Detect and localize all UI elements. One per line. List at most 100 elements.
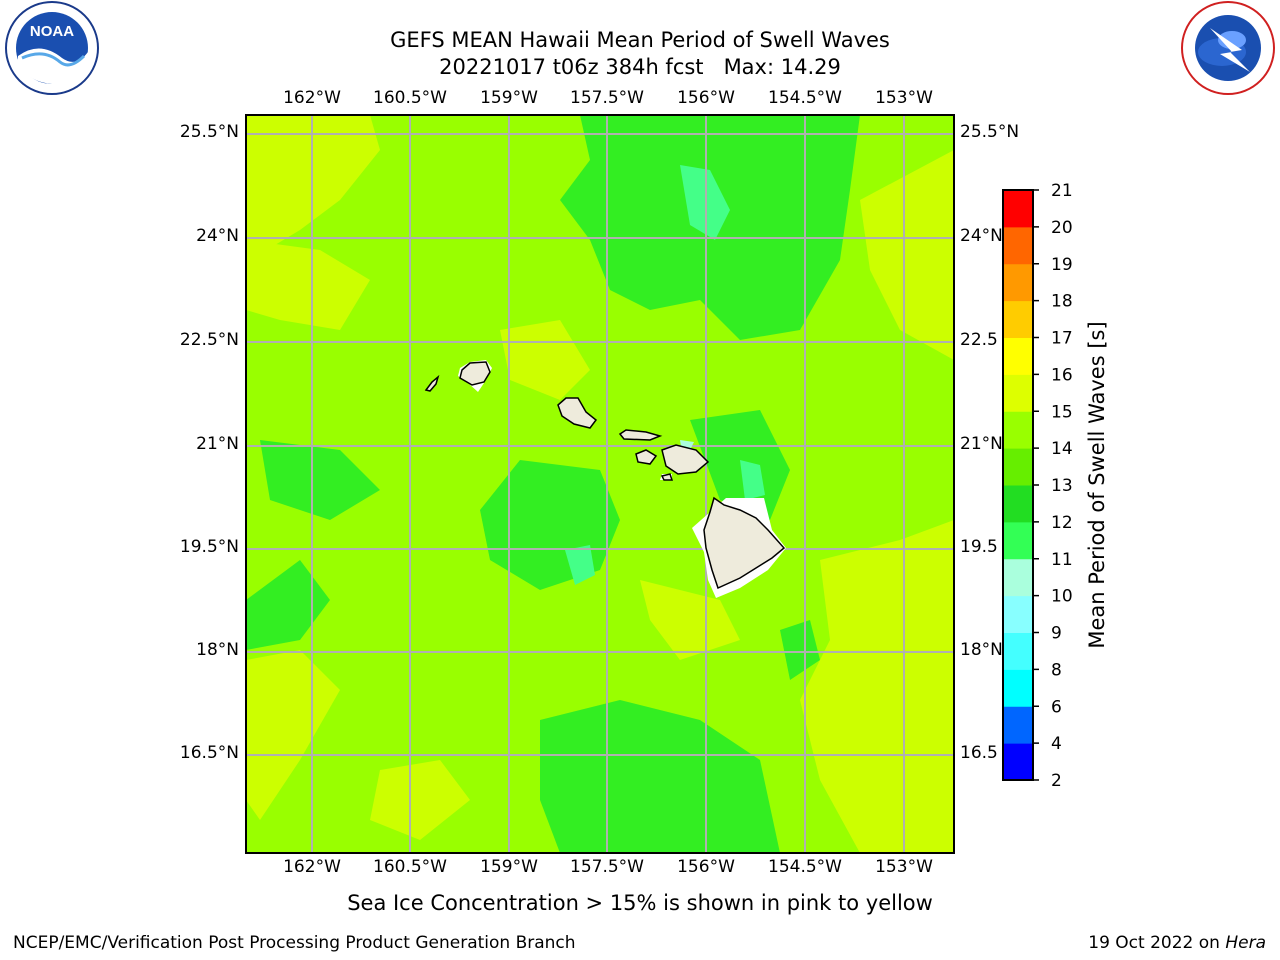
lon-label: 157.5°W — [570, 857, 644, 877]
colorbar-swatch — [1003, 743, 1033, 781]
colorbar-tick-label: 13 — [1051, 476, 1073, 496]
lat-label: 19.5 — [960, 537, 998, 557]
lon-label: 162°W — [283, 857, 341, 877]
colorbar-swatch — [1003, 632, 1033, 670]
island-niihau — [424, 374, 440, 392]
noaa-logo: NOAA — [5, 1, 99, 95]
island-oahu — [557, 397, 598, 429]
colorbar-tick-label: 8 — [1051, 660, 1062, 680]
colorbar-swatch — [1003, 190, 1033, 228]
lat-label: 19.5°N — [179, 537, 239, 557]
field-patch-teal — [740, 460, 765, 500]
lon-label: 162°W — [283, 88, 341, 108]
lat-label: 21°N — [960, 434, 1003, 454]
lat-label: 22.5°N — [179, 330, 239, 350]
lon-label: 159°W — [480, 88, 538, 108]
colorbar-swatch — [1003, 226, 1033, 265]
field-patch-green — [540, 700, 780, 853]
lat-label: 18°N — [960, 640, 1003, 660]
colorbar — [1003, 190, 1033, 781]
lon-label: 156°W — [677, 88, 735, 108]
lat-label: 16.5°N — [179, 743, 239, 763]
colorbar-ticks: 2 4 6 8 9 10 11 12 13 14 15 16 17 18 19 20 21 — [1033, 181, 1073, 791]
sea-ice-note: Sea Ice Concentration > 15% is shown in … — [347, 891, 933, 915]
colorbar-swatch — [1003, 485, 1033, 523]
colorbar-swatch — [1003, 300, 1033, 338]
field-patch-yellow — [246, 650, 340, 820]
colorbar-tick-label: 15 — [1051, 402, 1073, 422]
colorbar-tick-label: 14 — [1051, 439, 1073, 459]
colorbar-swatch — [1003, 374, 1033, 412]
colorbar-swatch — [1003, 706, 1033, 744]
colorbar-swatch — [1003, 448, 1033, 486]
island-lanai — [635, 449, 658, 465]
lon-label: 160.5°W — [373, 857, 447, 877]
hawaiian-islands — [424, 360, 786, 598]
lon-label: 153°W — [875, 88, 933, 108]
lat-label: 24°N — [960, 226, 1003, 246]
colorbar-swatch — [1003, 263, 1033, 302]
colorbar-tick-label: 12 — [1051, 513, 1073, 533]
colorbar-swatch — [1003, 595, 1033, 633]
field-patch-yellow — [860, 150, 954, 360]
lat-label: 24°N — [196, 226, 239, 246]
field-patch-teal — [565, 545, 595, 585]
field-patch-yellow — [500, 320, 590, 400]
lon-label: 159°W — [480, 857, 538, 877]
island-maui — [661, 444, 710, 475]
lon-label: 160.5°W — [373, 88, 447, 108]
map-title-line1: GEFS MEAN Hawaii Mean Period of Swell Wa… — [390, 28, 890, 52]
field-patch-yellow — [246, 240, 370, 330]
colorbar-tick-label: 20 — [1051, 218, 1073, 238]
nws-logo — [1181, 1, 1275, 95]
colorbar-tick-label: 17 — [1051, 329, 1073, 349]
field-patch-yellow — [370, 760, 470, 840]
lat-label: 21°N — [196, 434, 239, 454]
swell-period-field — [246, 115, 954, 853]
colorbar-tick-label: 11 — [1051, 550, 1073, 570]
colorbar-tick-label: 6 — [1051, 697, 1062, 717]
lon-label: 157.5°W — [570, 88, 644, 108]
colorbar-tick-label: 2 — [1051, 771, 1062, 791]
lat-label: 25.5°N — [179, 122, 239, 142]
lon-label: 156°W — [677, 857, 735, 877]
field-patch-green — [690, 410, 790, 520]
lat-label: 16.5 — [960, 743, 998, 763]
footer-branch: NCEP/EMC/Verification Post Processing Pr… — [13, 933, 576, 953]
lon-label: 154.5°W — [768, 857, 842, 877]
colorbar-swatch — [1003, 337, 1033, 375]
footer-host: Hera — [1225, 933, 1266, 953]
lon-label: 153°W — [875, 857, 933, 877]
island-kahoolawe — [660, 473, 674, 481]
field-patch-green — [780, 620, 820, 680]
map-title-line2: 20221017 t06z 384h fcst Max: 14.29 — [439, 55, 841, 79]
field-patch-yellow — [800, 520, 954, 853]
footer-date-text: 19 Oct 2022 on — [1088, 933, 1226, 953]
colorbar-label: Mean Period of Swell Waves [s] — [1085, 321, 1109, 649]
island-kauai — [459, 361, 491, 386]
map-frame — [245, 114, 955, 854]
lon-label: 154.5°W — [768, 88, 842, 108]
field-patch-green — [246, 560, 330, 650]
colorbar-tick-label: 9 — [1051, 624, 1062, 644]
colorbar-tick-label: 19 — [1051, 255, 1073, 275]
colorbar-swatch — [1003, 521, 1033, 560]
colorbar-tick-label: 16 — [1051, 365, 1073, 385]
graticule — [246, 115, 954, 853]
colorbar-swatch — [1003, 669, 1033, 707]
colorbar-swatch — [1003, 558, 1033, 597]
island-molokai — [618, 429, 663, 441]
colorbar-swatch — [1003, 411, 1033, 449]
lat-label: 18°N — [196, 640, 239, 660]
lat-label: 22.5 — [960, 330, 998, 350]
lat-label: 25.5°N — [960, 122, 1020, 142]
noaa-logo-text: NOAA — [30, 23, 74, 40]
island-hawaii — [703, 496, 786, 590]
field-patch-green — [260, 440, 380, 520]
footer-date: 19 Oct 2022 on Hera — [1088, 933, 1266, 953]
colorbar-tick-label: 21 — [1051, 181, 1073, 201]
colorbar-tick-label: 4 — [1051, 734, 1062, 754]
colorbar-tick-label: 10 — [1051, 587, 1073, 607]
colorbar-tick-label: 18 — [1051, 292, 1073, 312]
